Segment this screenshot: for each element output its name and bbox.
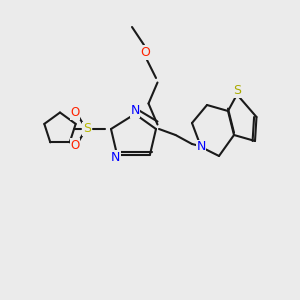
Text: O: O [70,139,80,152]
Text: S: S [83,122,91,136]
Text: N: N [130,104,140,118]
Text: S: S [233,84,241,98]
Text: N: N [196,140,206,154]
Text: O: O [141,46,150,59]
Text: N: N [111,151,120,164]
Text: O: O [70,106,80,119]
